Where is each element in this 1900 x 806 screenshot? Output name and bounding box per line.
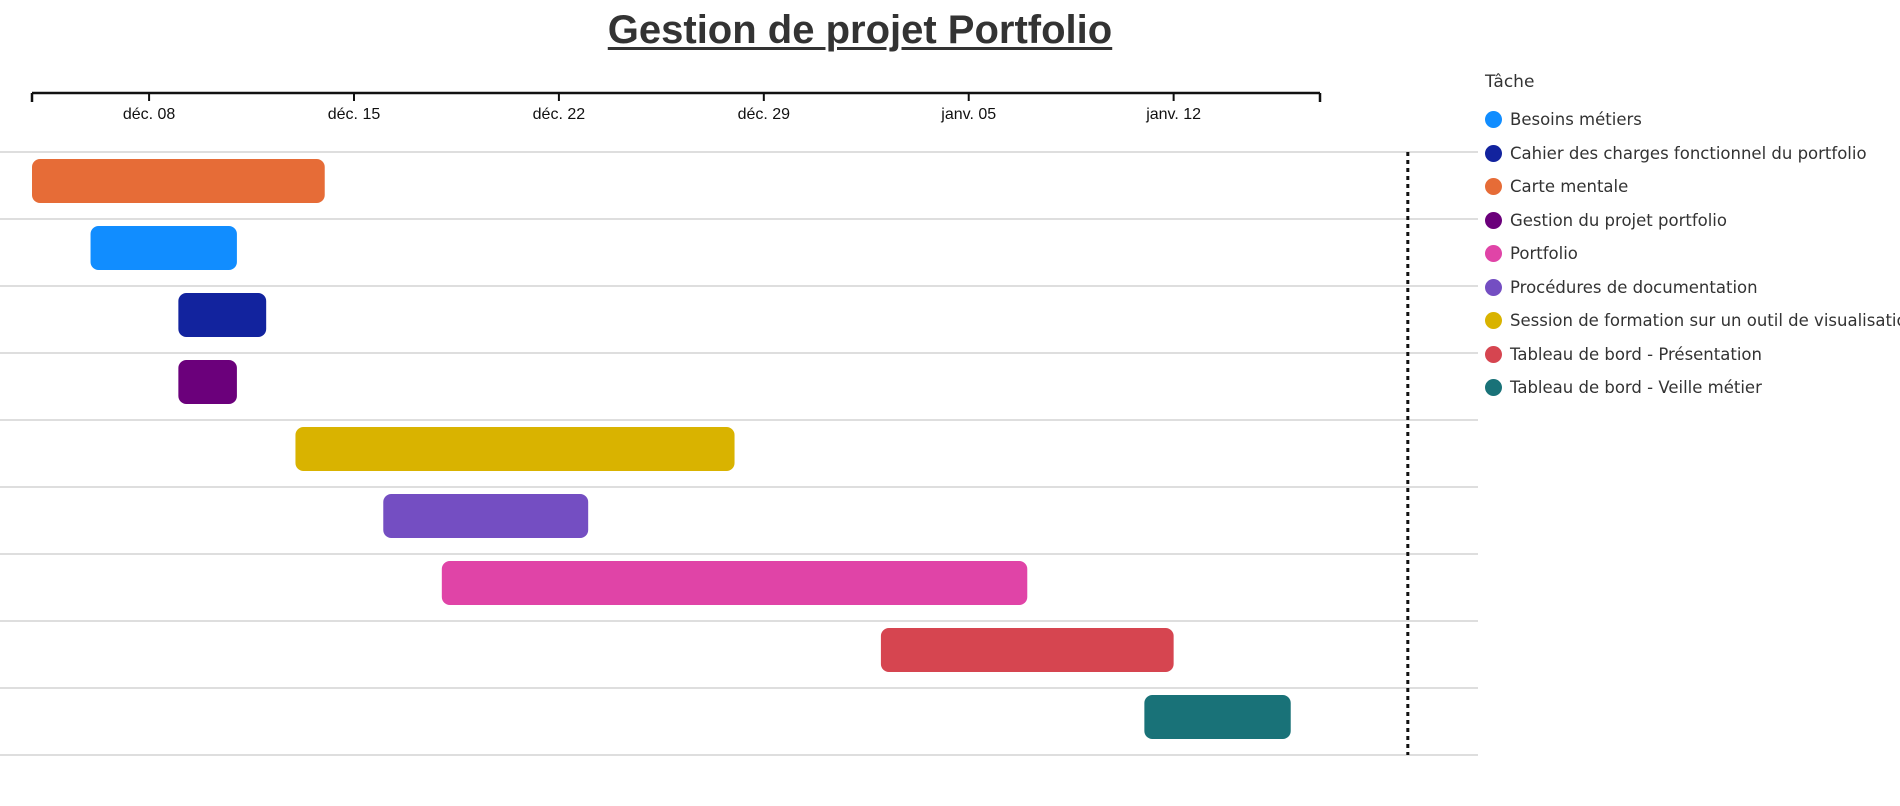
task-bar[interactable] <box>441 561 1028 605</box>
legend-label: Tableau de bord - Veille métier <box>1510 378 1762 398</box>
legend-swatch-icon <box>1485 345 1502 363</box>
gantt-chart: déc. 08 déc. 15 déc. 22 déc. 29 janv. 05 janv… <box>0 91 1478 756</box>
legend-swatch-icon <box>1485 178 1502 196</box>
legend-title: Tâche <box>1485 72 1535 92</box>
legend-label: Cahier des charges fonctionnel du portfo… <box>1510 143 1867 163</box>
legend-label: Session de formation sur un outil de vis… <box>1510 311 1900 331</box>
legend-items: Besoins métiers Cahier des charges foncti… <box>1485 103 1900 405</box>
legend-item[interactable]: Cahier des charges fonctionnel du portfo… <box>1485 137 1900 171</box>
tick-label: déc. 22 <box>533 106 586 123</box>
task-bar[interactable] <box>32 159 325 203</box>
legend-item[interactable]: Gestion du projet portfolio <box>1485 204 1900 238</box>
legend-swatch-icon <box>1485 144 1502 162</box>
chart-title: Gestion de projet Portfolio <box>607 8 1113 52</box>
legend-item[interactable]: Portfolio <box>1485 237 1900 271</box>
legend-label: Besoins métiers <box>1510 110 1642 130</box>
legend-label: Gestion du projet portfolio <box>1510 210 1727 230</box>
legend-item[interactable]: Procédures de documentation <box>1485 271 1900 305</box>
task-bar[interactable] <box>178 293 267 337</box>
legend-swatch-icon <box>1485 245 1502 263</box>
legend-swatch-icon <box>1485 111 1502 129</box>
legend-swatch-icon <box>1485 211 1502 229</box>
legend-swatch-icon <box>1485 278 1502 296</box>
legend-item[interactable]: Tableau de bord - Veille métier <box>1485 371 1900 405</box>
task-bars <box>32 159 1291 739</box>
legend-label: Tableau de bord - Présentation <box>1510 344 1762 364</box>
task-bar[interactable] <box>1144 695 1291 739</box>
tick-label: déc. 29 <box>738 106 791 123</box>
legend-item[interactable]: Session de formation sur un outil de vis… <box>1485 304 1900 338</box>
legend-item[interactable]: Tableau de bord - Présentation <box>1485 338 1900 372</box>
legend: Tâche Besoins métiers Cahier des charges … <box>1485 72 1900 405</box>
tick-label: janv. 05 <box>940 106 996 123</box>
legend-label: Portfolio <box>1510 244 1578 264</box>
tick-label: déc. 15 <box>328 106 381 123</box>
task-bar[interactable] <box>383 494 589 538</box>
legend-swatch-icon <box>1485 312 1502 330</box>
task-bar[interactable] <box>90 226 237 270</box>
time-axis: déc. 08 déc. 15 déc. 22 déc. 29 janv. 05 janv… <box>30 91 1322 123</box>
task-bar[interactable] <box>295 427 735 471</box>
task-bar[interactable] <box>178 360 237 404</box>
tick-label: déc. 08 <box>123 106 176 123</box>
row-gridlines <box>0 151 1478 756</box>
legend-label: Carte mentale <box>1510 177 1629 197</box>
legend-item[interactable]: Besoins métiers <box>1485 103 1900 137</box>
task-bar[interactable] <box>880 628 1174 672</box>
legend-label: Procédures de documentation <box>1510 277 1758 297</box>
legend-swatch-icon <box>1485 379 1502 397</box>
tick-label: janv. 12 <box>1145 106 1201 123</box>
legend-item[interactable]: Carte mentale <box>1485 170 1900 204</box>
